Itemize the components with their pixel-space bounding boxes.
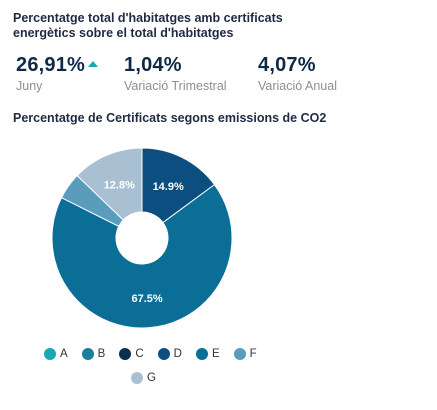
- legend-label: E: [211, 348, 220, 360]
- legend-item-e[interactable]: E: [195, 348, 220, 360]
- pie-slice-e[interactable]: [51, 183, 233, 329]
- legend-item-c[interactable]: C: [119, 348, 144, 360]
- legend-label: C: [135, 348, 144, 360]
- legend-swatch: [131, 372, 143, 384]
- legend-swatch: [157, 348, 170, 360]
- legend-item-g[interactable]: G: [131, 372, 156, 384]
- chart-title: Percentatge de Certificats segons emissi…: [13, 111, 327, 125]
- kpi-quarterly-value: 1,04%: [124, 54, 182, 76]
- pie-slice-g[interactable]: [76, 147, 143, 221]
- legend-label: D: [173, 348, 182, 360]
- kpi-row: 26,91% Juny 1,04% Variació Trimestral 4,…: [16, 54, 337, 93]
- legend-label: A: [60, 348, 68, 360]
- legend-label: B: [97, 348, 106, 360]
- trend-up-icon: [88, 60, 99, 67]
- legend-swatch: [233, 348, 246, 360]
- legend-swatch: [44, 348, 56, 360]
- legend-row-2: G: [131, 372, 170, 384]
- kpi-current-value: 26,91%: [16, 54, 86, 76]
- legend-swatch: [119, 348, 132, 360]
- legend-swatch: [195, 348, 208, 360]
- kpi-quarterly: 1,04% Variació Trimestral: [124, 54, 258, 93]
- legend: A B C D E F: [44, 348, 271, 360]
- legend-label: G: [147, 372, 156, 384]
- pie-slice-d[interactable]: [141, 147, 216, 224]
- kpi-annual-value: 4,07%: [258, 54, 316, 76]
- kpi-quarterly-label: Variació Trimestral: [124, 79, 227, 93]
- kpi-annual-label: Variació Anual: [258, 79, 337, 93]
- kpi-current: 26,91% Juny: [16, 54, 124, 93]
- legend-item-b[interactable]: B: [81, 348, 106, 360]
- kpi-current-label: Juny: [16, 79, 43, 93]
- pie-label-g: 12.8%: [104, 180, 135, 192]
- kpi-annual: 4,07% Variació Anual: [258, 54, 337, 93]
- legend-item-a[interactable]: A: [44, 348, 68, 360]
- legend-item-d[interactable]: D: [157, 348, 182, 360]
- pie-label-e: 67.5%: [131, 293, 162, 305]
- page-title: Percentatge total d'habitatges amb certi…: [13, 11, 283, 40]
- legend-swatch: [81, 348, 94, 360]
- pie-label-d: 14.9%: [153, 181, 184, 193]
- legend-item-f[interactable]: F: [233, 348, 257, 360]
- legend-label: F: [249, 348, 257, 360]
